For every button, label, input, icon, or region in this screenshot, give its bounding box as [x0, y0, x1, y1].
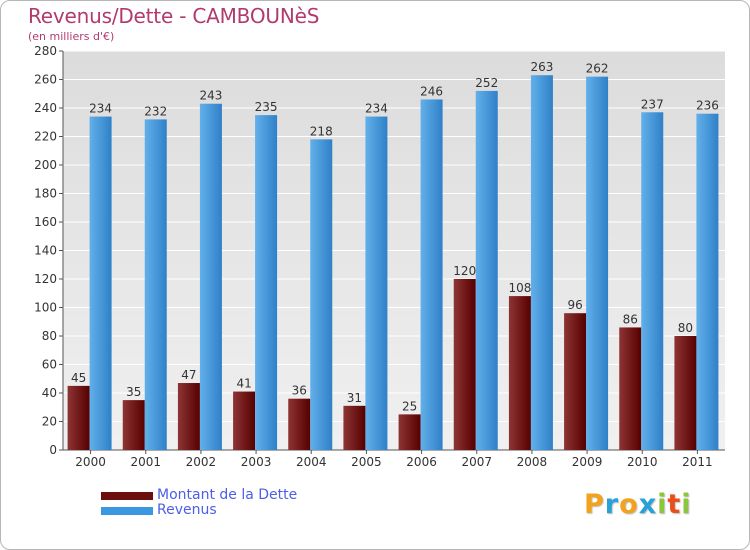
- legend-item-revenue: Revenus: [101, 503, 297, 518]
- y-tick-label: 40: [42, 386, 57, 400]
- debt-bar: [453, 279, 476, 450]
- revenue-value-label: 252: [475, 76, 498, 90]
- debt-value-label: 86: [623, 312, 638, 326]
- revenue-value-label: 236: [696, 99, 719, 113]
- chart-subtitle: (en milliers d'€): [28, 30, 115, 43]
- logo-letter: x: [638, 489, 658, 520]
- y-tick-label: 280: [34, 44, 57, 58]
- debt-value-label: 45: [71, 371, 86, 385]
- x-tick-label: 2010: [627, 455, 658, 469]
- x-tick-label: 2011: [682, 455, 713, 469]
- y-tick-label: 80: [42, 329, 57, 343]
- revenue-value-label: 263: [530, 60, 553, 74]
- debt-value-label: 108: [508, 281, 531, 295]
- x-tick-label: 2000: [75, 455, 106, 469]
- legend-label-revenue: Revenus: [157, 502, 217, 518]
- x-tick-label: 2002: [186, 455, 217, 469]
- revenue-bar: [420, 99, 443, 450]
- revenue-bar: [530, 75, 553, 450]
- y-tick-label: 0: [49, 443, 57, 457]
- revenue-value-label: 234: [89, 102, 112, 116]
- revenue-value-label: 243: [199, 89, 222, 103]
- logo-letter: i: [681, 489, 692, 520]
- revenue-value-label: 232: [144, 104, 167, 118]
- x-tick-label: 2005: [351, 455, 382, 469]
- debt-bar: [122, 400, 145, 450]
- y-tick-label: 20: [42, 415, 57, 429]
- x-tick-label: 2004: [296, 455, 327, 469]
- y-tick-label: 260: [34, 73, 57, 87]
- debt-value-label: 25: [402, 399, 417, 413]
- y-tick-label: 240: [34, 101, 57, 115]
- revenue-bar: [255, 115, 278, 450]
- chart-legend: Montant de la Dette Revenus: [101, 488, 297, 518]
- revenue-value-label: 237: [641, 97, 664, 111]
- x-tick-label: 2009: [572, 455, 603, 469]
- logo-letter: i: [657, 489, 668, 520]
- legend-swatch-revenue: [101, 506, 153, 515]
- debt-value-label: 47: [181, 368, 196, 382]
- legend-label-debt: Montant de la Dette: [157, 487, 298, 503]
- y-tick-label: 200: [34, 158, 57, 172]
- logo-letter: t: [667, 489, 682, 520]
- y-tick-label: 160: [34, 215, 57, 229]
- revenue-value-label: 218: [310, 124, 333, 138]
- revenue-bar: [310, 139, 333, 450]
- y-tick-label: 140: [34, 244, 57, 258]
- revenue-bar: [199, 103, 222, 450]
- y-tick-label: 180: [34, 187, 57, 201]
- legend-item-debt: Montant de la Dette: [101, 488, 297, 503]
- debt-bar: [67, 385, 90, 450]
- revenue-value-label: 262: [586, 62, 609, 76]
- debt-bar: [508, 296, 531, 450]
- legend-swatch-debt: [101, 491, 153, 500]
- debt-value-label: 35: [126, 385, 141, 399]
- revenue-bar: [696, 113, 719, 450]
- logo-letter: o: [619, 489, 639, 520]
- debt-bar: [288, 398, 311, 450]
- proxiti-logo: Proxiti: [584, 489, 692, 520]
- debt-value-label: 31: [347, 391, 362, 405]
- debt-bar: [674, 336, 697, 450]
- revenue-value-label: 234: [365, 102, 388, 116]
- debt-bar: [398, 414, 421, 450]
- debt-bar: [619, 327, 642, 450]
- debt-bar: [343, 405, 366, 450]
- revenue-bar: [365, 116, 388, 451]
- y-tick-label: 100: [34, 301, 57, 315]
- debt-bar: [564, 313, 587, 450]
- debt-bar: [177, 383, 200, 450]
- y-tick-label: 120: [34, 272, 57, 286]
- revenue-value-label: 246: [420, 84, 443, 98]
- x-tick-label: 2008: [517, 455, 548, 469]
- revenue-bar: [586, 76, 609, 451]
- debt-value-label: 41: [236, 377, 251, 391]
- x-tick-label: 2003: [241, 455, 272, 469]
- revenue-bar: [641, 112, 664, 451]
- debt-value-label: 80: [678, 321, 693, 335]
- logo-letter: r: [604, 489, 620, 520]
- x-tick-label: 2001: [130, 455, 161, 469]
- x-tick-label: 2007: [461, 455, 492, 469]
- revenue-value-label: 235: [255, 100, 278, 114]
- debt-value-label: 96: [567, 298, 582, 312]
- revenue-bar: [144, 119, 167, 451]
- x-tick-label: 2006: [406, 455, 437, 469]
- revenue-bar: [89, 116, 112, 451]
- chart-title: Revenus/Dette - CAMBOUNèS: [28, 4, 320, 28]
- debt-value-label: 120: [453, 264, 476, 278]
- y-tick-label: 220: [34, 130, 57, 144]
- debt-value-label: 36: [292, 384, 307, 398]
- debt-bar: [233, 391, 256, 450]
- y-tick-label: 60: [42, 358, 57, 372]
- logo-letter: P: [584, 489, 605, 520]
- revenue-bar: [475, 90, 498, 451]
